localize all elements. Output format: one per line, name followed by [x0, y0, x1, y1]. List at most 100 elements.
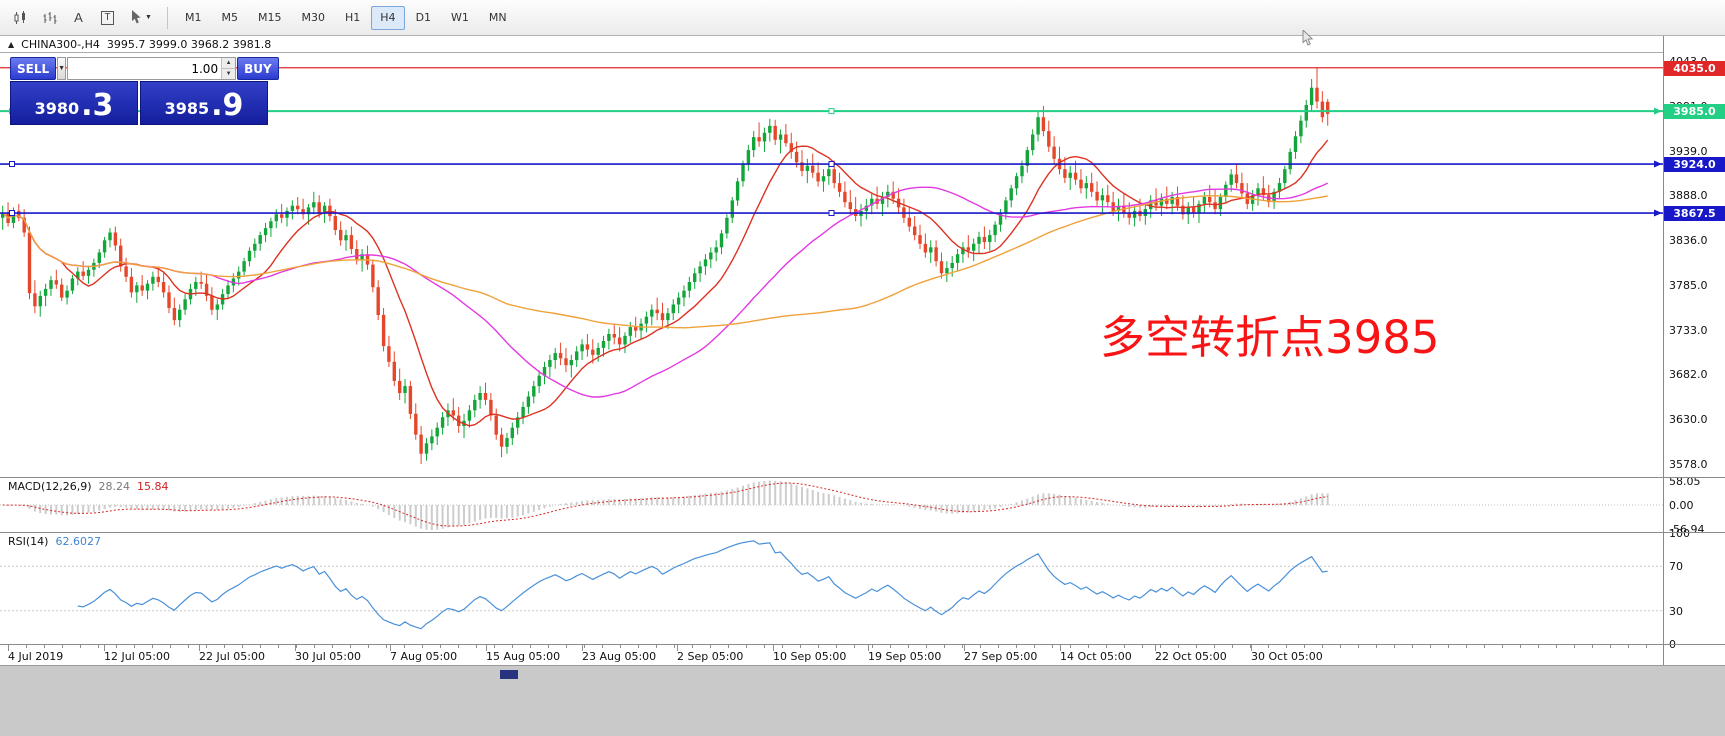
- time-tick: [1322, 645, 1323, 648]
- line-handle[interactable]: [828, 161, 835, 168]
- time-tick-major: [1060, 645, 1061, 651]
- mouse-cursor-icon: [1302, 30, 1314, 46]
- price-line-tag: 4035.0: [1664, 61, 1725, 76]
- rsi-chart[interactable]: [0, 533, 1663, 644]
- macd-chart[interactable]: [0, 478, 1663, 532]
- time-tick: [1250, 645, 1251, 648]
- volume-spinner: ▲ ▼: [221, 58, 236, 79]
- price-tick-label: 3888.0: [1669, 189, 1708, 202]
- volume-decrease-button[interactable]: ▼: [222, 69, 236, 79]
- ask-price[interactable]: 3985 .9: [140, 81, 268, 125]
- text-annotation-icon[interactable]: A: [65, 5, 92, 31]
- time-tick: [314, 645, 315, 648]
- time-tick: [116, 645, 117, 648]
- text-box-glyph: T: [101, 10, 114, 25]
- timeframe-button-MN[interactable]: MN: [480, 6, 516, 30]
- time-tick-major: [582, 645, 583, 651]
- price-axis[interactable]: 4043.03991.03939.03888.03836.03785.03733…: [1663, 36, 1725, 665]
- time-axis-label: 14 Oct 05:00: [1060, 650, 1132, 663]
- bid-price[interactable]: 3980 .3: [10, 81, 138, 125]
- time-tick: [188, 645, 189, 648]
- panel-separator[interactable]: [0, 532, 1725, 533]
- macd-panel: MACD(12,26,9) 28.24 15.84: [0, 478, 1663, 532]
- timeframe-button-M30[interactable]: M30: [293, 6, 335, 30]
- time-tick: [44, 645, 45, 648]
- chevron-down-icon: ▼: [145, 14, 152, 21]
- panel-separator[interactable]: [0, 477, 1725, 478]
- time-tick: [368, 645, 369, 648]
- time-tick-major: [1251, 645, 1252, 651]
- time-tick: [1556, 645, 1557, 648]
- chart-candles-icon[interactable]: [7, 5, 34, 31]
- timeframe-button-D1[interactable]: D1: [407, 6, 440, 30]
- time-tick: [1052, 645, 1053, 648]
- time-tick: [1466, 645, 1467, 648]
- line-handle[interactable]: [828, 108, 835, 115]
- collapse-triangle-icon[interactable]: ▲: [8, 39, 15, 49]
- time-tick: [1034, 645, 1035, 648]
- timeframe-button-M15[interactable]: M15: [249, 6, 291, 30]
- macd-axis-label: 0.00: [1669, 499, 1694, 512]
- time-tick: [242, 645, 243, 648]
- cursor-tools-icon[interactable]: ▼: [123, 5, 159, 31]
- time-tick: [134, 645, 135, 648]
- time-tick: [566, 645, 567, 648]
- time-tick-major: [295, 645, 296, 651]
- time-tick: [836, 645, 837, 648]
- line-handle[interactable]: [9, 161, 15, 168]
- main-price-chart[interactable]: [0, 53, 1663, 478]
- line-handle[interactable]: [9, 210, 15, 217]
- time-tick: [854, 645, 855, 648]
- time-tick: [152, 645, 153, 648]
- volume-dropdown-button[interactable]: ▼: [57, 57, 67, 80]
- timeframe-button-M1[interactable]: M1: [176, 6, 211, 30]
- timeframe-button-H4[interactable]: H4: [371, 5, 405, 30]
- text-box-icon[interactable]: T: [94, 5, 121, 31]
- time-tick: [926, 645, 927, 648]
- time-tick: [1196, 645, 1197, 648]
- time-tick-major: [1155, 645, 1156, 651]
- time-tick: [512, 645, 513, 648]
- time-tick: [224, 645, 225, 648]
- time-tick: [782, 645, 783, 648]
- sell-button[interactable]: SELL: [10, 57, 57, 80]
- timeframe-buttons: M1 M5 M15 M30 H1 H4 D1 W1 MN: [175, 5, 517, 30]
- price-tick-label: 3682.0: [1669, 368, 1708, 381]
- time-axis[interactable]: 4 Jul 2019 12 Jul 05:00 22 Jul 05:00 30 Jul…: [0, 645, 1725, 665]
- time-tick: [1214, 645, 1215, 648]
- time-tick: [332, 645, 333, 648]
- time-axis-label: 19 Sep 05:00: [868, 650, 942, 663]
- buy-button[interactable]: BUY: [237, 57, 279, 80]
- time-tick-major: [390, 645, 391, 651]
- price-line-tag: 3924.0: [1664, 157, 1725, 172]
- time-axis-label: 22 Oct 05:00: [1155, 650, 1227, 663]
- hscroll-thumb[interactable]: [500, 670, 518, 679]
- time-axis-label: 27 Sep 05:00: [964, 650, 1038, 663]
- time-tick: [26, 645, 27, 648]
- volume-increase-button[interactable]: ▲: [222, 58, 236, 69]
- bottom-strip: [0, 665, 1725, 736]
- ask-price-main: 3985: [164, 99, 210, 118]
- time-tick: [296, 645, 297, 648]
- macd-axis-label: 58.05: [1669, 475, 1701, 488]
- time-tick-major: [964, 645, 965, 651]
- time-tick: [1106, 645, 1107, 648]
- line-end-arrow: [1654, 209, 1662, 217]
- volume-input[interactable]: [68, 58, 222, 79]
- timeframe-button-H1[interactable]: H1: [336, 6, 369, 30]
- time-tick: [980, 645, 981, 648]
- timeframe-button-M5[interactable]: M5: [213, 6, 248, 30]
- time-tick: [1232, 645, 1233, 648]
- price-tick-label: 3630.0: [1669, 413, 1708, 426]
- candles-layer: [1, 67, 1330, 465]
- time-axis-border: [0, 644, 1725, 645]
- bar-chart-icon[interactable]: [36, 5, 63, 31]
- time-tick: [404, 645, 405, 648]
- time-tick: [1484, 645, 1485, 648]
- time-tick: [1628, 645, 1629, 648]
- time-tick: [422, 645, 423, 648]
- time-tick: [80, 645, 81, 648]
- timeframe-button-W1[interactable]: W1: [442, 6, 478, 30]
- macd-main-value: 28.24: [98, 480, 131, 493]
- line-handle[interactable]: [828, 210, 835, 217]
